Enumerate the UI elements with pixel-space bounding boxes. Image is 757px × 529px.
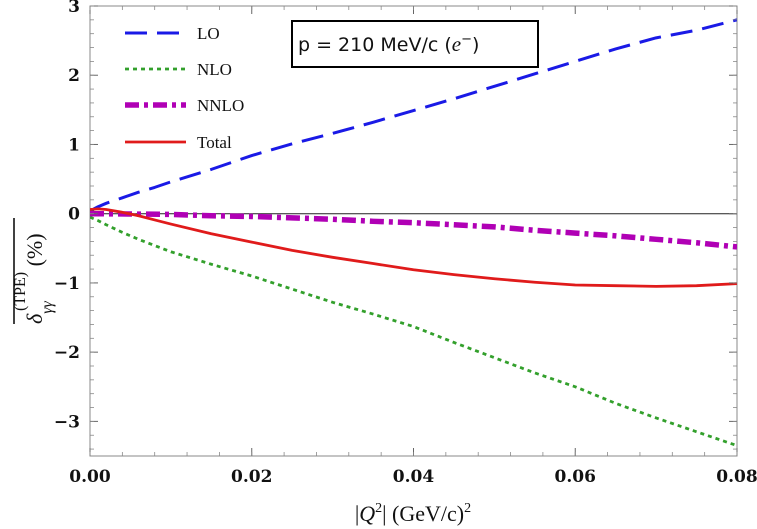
y-tick-label: −3 bbox=[54, 412, 80, 432]
x-tick-label: 0.00 bbox=[69, 467, 111, 487]
annotation-close: ) bbox=[472, 34, 479, 56]
y-tick-label: −2 bbox=[54, 343, 80, 363]
y-tick-label: −1 bbox=[54, 274, 80, 294]
legend-label-nlo: NLO bbox=[197, 60, 232, 79]
series-line-nnlo bbox=[90, 210, 737, 250]
plot-frame bbox=[89, 5, 738, 457]
series-line-nlo bbox=[90, 215, 737, 447]
legend-label-total: Total bbox=[197, 133, 232, 152]
y-tick-label: 2 bbox=[68, 66, 80, 86]
series-line-total bbox=[90, 207, 737, 288]
legend-label-lo: LO bbox=[197, 24, 220, 43]
momentum-annotation: p = 210 MeV/c (e−) bbox=[291, 20, 539, 68]
x-tick-label: 0.06 bbox=[555, 467, 596, 487]
y-tick-label: 3 bbox=[68, 0, 80, 17]
y-title-delta: δ bbox=[22, 313, 47, 324]
annotation-box bbox=[291, 20, 539, 68]
x-title-sup: 2 bbox=[375, 501, 382, 516]
x-title-post: | (GeV/c) bbox=[382, 501, 464, 526]
x-axis-title: |Q2| (GeV/c)2 bbox=[355, 501, 471, 526]
x-title-var: Q bbox=[359, 501, 375, 526]
annotation-particle: e bbox=[452, 32, 461, 56]
y-tick-label: 1 bbox=[68, 135, 80, 155]
x-tick-label: 0.04 bbox=[393, 467, 435, 487]
series-line-lo bbox=[90, 18, 737, 214]
svg-text:δγγ(TPE) (%): δγγ (TPE) (%) bbox=[12, 233, 56, 324]
x-tick-label: 0.08 bbox=[716, 467, 757, 487]
annotation-charge: − bbox=[461, 32, 472, 47]
y-tick-label: 0 bbox=[68, 205, 80, 225]
y-title-sub: γγ bbox=[39, 300, 56, 313]
y-title-sup: (TPE) bbox=[12, 272, 29, 311]
y-title-unit: (%) bbox=[22, 233, 47, 271]
x-title-pre: | bbox=[355, 501, 359, 526]
annotation-main: p = 210 MeV/c ( bbox=[298, 34, 452, 56]
legend-label-nnlo: NNLO bbox=[197, 96, 244, 115]
y-axis-title: δγγ (TPE) (%) bbox=[12, 218, 56, 324]
legend: LO NLO NNLO Total bbox=[125, 24, 244, 152]
x-title-post-sup: 2 bbox=[464, 501, 471, 516]
annotation-text: p = 210 MeV/c (e−) bbox=[298, 32, 479, 56]
x-tick-label: 0.02 bbox=[231, 467, 272, 487]
